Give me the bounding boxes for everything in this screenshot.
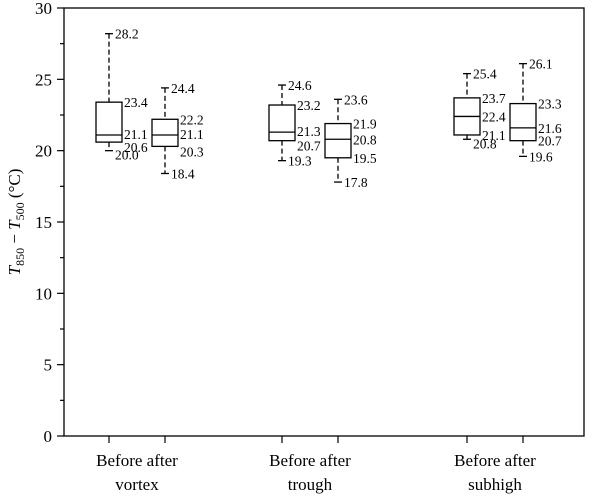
max-label: 24.4 xyxy=(171,81,195,96)
median-label: 21.3 xyxy=(297,124,321,139)
y-axis-title: T850 − T500 (°C) xyxy=(5,169,27,276)
category-label-line2: vortex xyxy=(115,475,159,494)
category-label-line2: trough xyxy=(288,475,333,494)
iqr-box xyxy=(151,118,179,148)
y-tick-label: 5 xyxy=(44,356,53,375)
max-label: 23.6 xyxy=(344,92,368,107)
y-tick-label: 25 xyxy=(35,70,52,89)
y-axis-label: T850 − T500 (°C) xyxy=(5,169,27,276)
y-tick-label: 15 xyxy=(35,213,52,232)
max-label: 28.2 xyxy=(115,27,139,42)
max-label: 26.1 xyxy=(529,57,553,72)
y-tick-label: 30 xyxy=(35,0,52,18)
category-label-line1: Before after xyxy=(454,451,536,470)
min-label: 17.8 xyxy=(344,175,368,190)
box-3-2: 26.1 23.3 21.620.719.6 xyxy=(509,57,562,164)
q1-label: 21.1 xyxy=(482,128,506,143)
plot-frame xyxy=(63,7,585,437)
box-plots: 28.223.421.120.620.024.422.221.120.318.4… xyxy=(95,27,562,190)
box-3-1: 25.4 23.7 22.4 21.120.8 xyxy=(453,67,506,151)
y-tick-label: 0 xyxy=(44,427,53,446)
axes: 0 5 10 15 20 25 30 xyxy=(35,0,585,446)
q1-label: 20.3 xyxy=(180,144,204,159)
min-label: 19.6 xyxy=(529,149,553,164)
category-labels: Before after vortex Before after trough Befo… xyxy=(96,436,536,494)
median-label: 22.4 xyxy=(482,109,506,124)
q1-label: 20.7 xyxy=(297,139,321,154)
q3-label: 23.3 xyxy=(538,97,562,112)
min-label: 19.3 xyxy=(288,154,312,169)
box-2-2: 23.6 21.920.8 19.5 17.8 xyxy=(324,92,377,190)
box-2-1: 24.6 23.2 21.320.719.3 xyxy=(268,78,321,169)
iqr-box xyxy=(95,101,123,143)
q1-label: 19.5 xyxy=(353,151,377,166)
q1-label: 20.6 xyxy=(124,140,148,155)
min-label: 20.8 xyxy=(473,136,497,151)
iqr-box xyxy=(324,122,352,159)
median-label: 21.1 xyxy=(124,127,148,142)
category-label-line2: subhigh xyxy=(468,475,522,494)
q3-label: 23.2 xyxy=(297,98,321,113)
box-1-1: 28.2 23.4 21.120.620.0 xyxy=(95,27,148,163)
box-1-2: 24.4 22.221.1 20.3 18.4 xyxy=(151,81,204,181)
q1-label: 20.7 xyxy=(538,134,562,149)
q3-label: 21.9 xyxy=(353,117,377,132)
max-label: 25.4 xyxy=(473,67,497,82)
iqr-box xyxy=(268,104,296,142)
q3-label: 22.2 xyxy=(180,112,204,127)
y-tick-label: 10 xyxy=(35,284,52,303)
y-tick-label: 20 xyxy=(35,142,52,161)
q3-label: 23.4 xyxy=(124,95,148,110)
category-label-line1: Before after xyxy=(269,451,351,470)
iqr-box xyxy=(509,102,537,142)
q3-label: 23.7 xyxy=(482,91,506,106)
category-label-line1: Before after xyxy=(96,451,178,470)
median-label: 20.8 xyxy=(353,132,377,147)
max-label: 24.6 xyxy=(288,78,312,93)
median-label: 21.1 xyxy=(180,127,204,142)
median-label: 21.6 xyxy=(538,121,562,136)
min-label: 20.0 xyxy=(115,148,139,163)
min-label: 18.4 xyxy=(171,166,195,181)
